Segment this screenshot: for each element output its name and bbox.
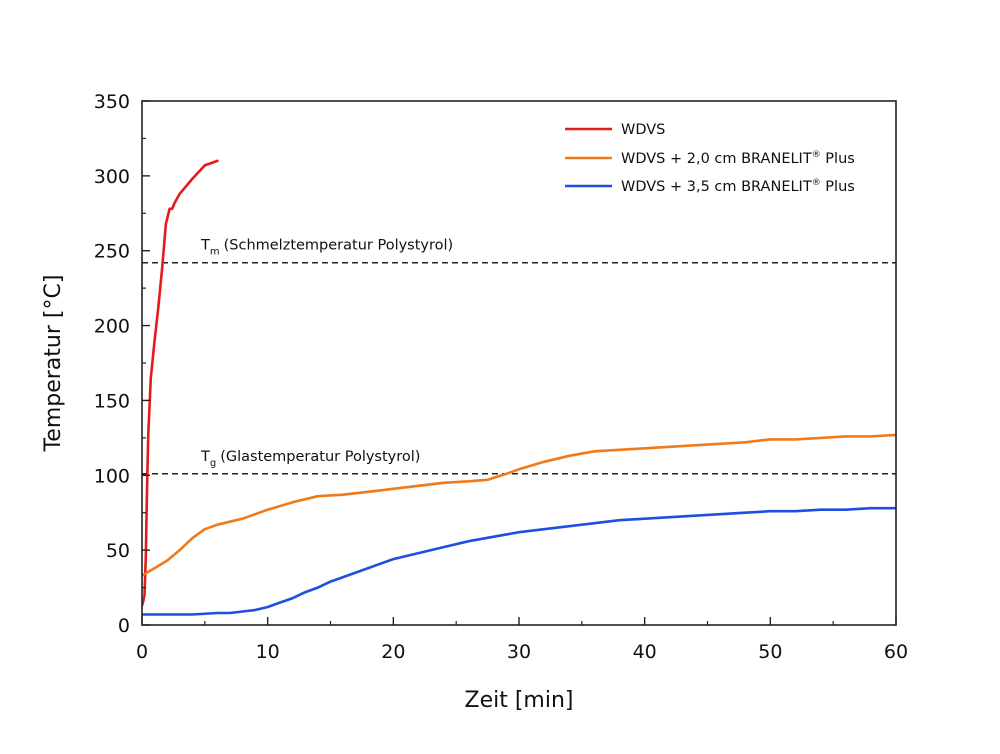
y-tick-label: 100 <box>94 465 130 487</box>
x-tick-label: 40 <box>633 641 657 663</box>
x-tick-label: 50 <box>758 641 782 663</box>
axes: 0 50 100 150 200 250 300 350 0 10 20 30 40 50 60 <box>94 91 908 663</box>
y-tick-label: 200 <box>94 316 130 338</box>
x-axis-title: Zeit [min] <box>465 688 574 713</box>
x-tick-label: 60 <box>884 641 908 663</box>
y-tick-label: 300 <box>94 166 130 188</box>
x-tick-label: 10 <box>256 641 280 663</box>
y-tick-label: 250 <box>94 241 130 263</box>
series-lines <box>142 159 896 616</box>
legend-label-2: WDVS + 2,0 cm BRANELIT® Plus <box>621 150 855 167</box>
reference-lines: Tm (Schmelztemperatur Polystyrol) Tg (Glast… <box>142 238 896 475</box>
x-tick-label: 30 <box>507 641 531 663</box>
reference-label: Tg (Glastemperatur Polystyrol) <box>200 449 420 469</box>
series-line-1 <box>142 159 219 607</box>
y-tick-label: 150 <box>94 390 130 412</box>
series-line-3 <box>142 506 896 616</box>
y-axis-title: Temperatur [°C] <box>41 275 66 453</box>
y-tick-label: 50 <box>106 540 130 562</box>
legend-label-3: WDVS + 3,5 cm BRANELIT® Plus <box>621 178 855 195</box>
y-tick-label: 350 <box>94 91 130 113</box>
legend-label-1: WDVS <box>621 122 665 138</box>
reference-label: Tm (Schmelztemperatur Polystyrol) <box>200 238 453 258</box>
legend: WDVS WDVS + 2,0 cm BRANELIT® Plus WDVS + 3… <box>565 122 855 195</box>
x-tick-label: 20 <box>381 641 405 663</box>
series-line-2 <box>142 433 896 577</box>
x-tick-label: 0 <box>136 641 148 663</box>
y-tick-label: 0 <box>118 615 130 637</box>
